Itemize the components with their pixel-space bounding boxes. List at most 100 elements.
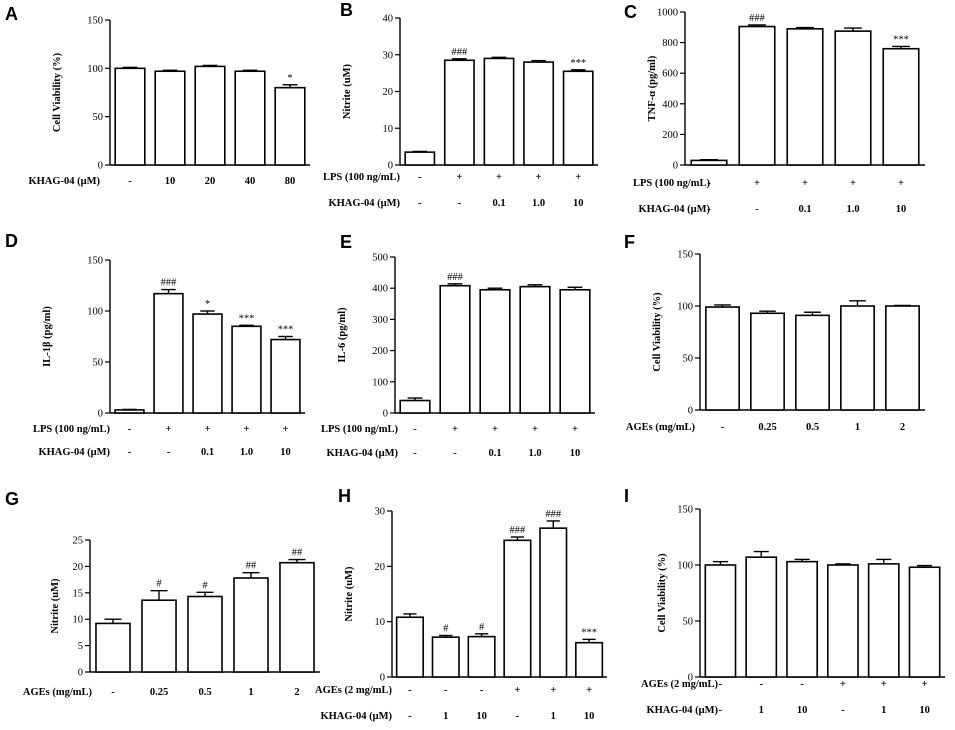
condition-value: +	[802, 178, 808, 189]
panel-b: B 0 10 20 30 40 Nitrite (uM) ### *** LPS (100 ng/…	[323, 0, 598, 209]
condition-value: +	[536, 172, 542, 183]
condition-value: +	[754, 178, 760, 189]
bar	[479, 288, 511, 414]
bar	[399, 399, 431, 414]
bar	[786, 560, 818, 678]
condition-value: -	[444, 685, 448, 696]
y-tick-label: 50	[683, 617, 694, 628]
condition-value: -	[128, 447, 132, 458]
condition-value: -	[458, 198, 462, 209]
y-tick-label: 0	[98, 409, 103, 420]
condition-value: 0.1	[798, 204, 811, 215]
condition-value: 10	[570, 448, 581, 459]
bar	[562, 70, 594, 166]
y-axis-label: Cell Viability (%)	[652, 292, 663, 372]
condition-value: 10	[896, 204, 907, 215]
condition-value: -	[719, 705, 723, 716]
y-tick-label: 200	[662, 130, 678, 141]
y-tick-label: 300	[372, 315, 388, 326]
y-tick-label: 400	[662, 99, 678, 110]
bar	[539, 527, 568, 678]
panel-a: A 0 50 100 150 Cell Viability (%) * KHAG-04 (μM…	[5, 4, 310, 187]
bar	[885, 305, 920, 411]
panel-i: I 0 50 100 150 Cell Viability (%) AGEs (2 mg/m…	[624, 486, 945, 716]
panel-f: F 0 50 100 150 Cell Viability (%) AGEs (mg/mL)…	[624, 232, 925, 433]
bar	[840, 305, 875, 411]
condition-value: -	[408, 685, 412, 696]
condition-value: 2	[294, 687, 299, 698]
bar	[559, 288, 591, 414]
bar	[95, 622, 131, 673]
y-tick-label: 10	[375, 617, 386, 628]
panel-letter: G	[5, 489, 19, 509]
bar	[795, 314, 830, 411]
condition-row-label: KHAG-04 (μM)	[646, 705, 718, 716]
condition-value: +	[586, 685, 592, 696]
condition-value: -	[721, 422, 725, 433]
condition-value: +	[532, 424, 538, 435]
significance-label: ###	[510, 525, 527, 536]
bar	[231, 325, 262, 414]
significance-label: #	[443, 624, 449, 635]
condition-value: +	[898, 178, 904, 189]
significance-label: ###	[447, 272, 464, 283]
condition-value: -	[480, 685, 484, 696]
y-axis-label: Nitrite (uM)	[344, 566, 355, 622]
bar	[908, 566, 941, 678]
condition-value: 1.0	[528, 448, 541, 459]
y-tick-label: 15	[73, 588, 84, 599]
y-tick-label: 200	[372, 346, 388, 357]
y-tick-label: 500	[372, 253, 388, 264]
y-tick-label: 50	[93, 112, 104, 123]
bar	[270, 338, 301, 414]
y-tick-label: 50	[93, 358, 104, 369]
condition-row-label: LPS (100 ng/mL)	[323, 172, 401, 183]
condition-value: 10	[476, 711, 487, 722]
condition-value: 0.1	[488, 448, 501, 459]
condition-value: -	[111, 687, 115, 698]
y-tick-label: 0	[673, 161, 678, 172]
panel-letter: B	[340, 0, 353, 20]
condition-value: -	[841, 705, 845, 716]
condition-value: -	[516, 711, 520, 722]
condition-row-label: AGEs (mg/mL)	[23, 687, 93, 698]
condition-value: +	[205, 424, 211, 435]
bar	[738, 25, 776, 166]
bar	[279, 561, 315, 673]
condition-value: +	[514, 685, 520, 696]
bar	[467, 635, 496, 678]
condition-value: 1	[855, 422, 860, 433]
y-tick-label: 0	[78, 668, 83, 679]
bar	[141, 599, 177, 673]
y-tick-label: 600	[662, 69, 678, 80]
condition-value: +	[850, 178, 856, 189]
condition-row-label: LPS (100 ng/mL)	[33, 424, 111, 435]
condition-value: +	[244, 424, 250, 435]
condition-value: +	[452, 424, 458, 435]
condition-value: 10	[919, 705, 930, 716]
condition-value: -	[719, 679, 723, 690]
y-tick-label: 20	[73, 562, 84, 573]
y-tick-label: 20	[375, 562, 386, 573]
significance-label: ***	[570, 58, 586, 69]
condition-value: 0.25	[758, 422, 776, 433]
bar	[114, 67, 146, 166]
bar	[867, 563, 900, 678]
y-tick-label: 100	[87, 64, 103, 75]
condition-value: 10	[280, 447, 291, 458]
y-axis-label: IL-6 (pg/ml)	[337, 307, 348, 363]
condition-value: 1.0	[532, 198, 545, 209]
condition-value: +	[572, 424, 578, 435]
significance-label: ***	[893, 34, 909, 45]
bar	[233, 577, 269, 673]
bar	[503, 539, 532, 678]
panel-letter: F	[624, 232, 635, 252]
bar	[153, 292, 184, 414]
y-tick-label: 30	[375, 507, 386, 518]
significance-label: ###	[452, 47, 469, 58]
bar	[827, 564, 859, 678]
condition-value: 1	[881, 705, 886, 716]
y-tick-label: 0	[98, 161, 103, 172]
